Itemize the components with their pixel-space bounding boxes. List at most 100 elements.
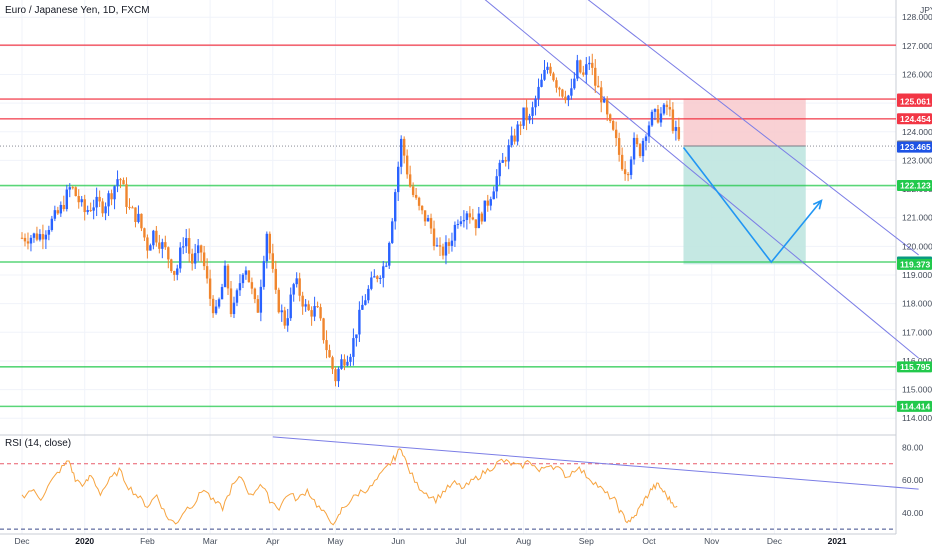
candle-body	[89, 210, 92, 212]
projection-path[interactable]	[682, 147, 823, 264]
candle-body	[274, 268, 277, 290]
candle-body	[128, 206, 131, 208]
candle-body	[662, 104, 666, 114]
candle-body	[519, 124, 522, 126]
candle-body	[492, 191, 495, 200]
candle-body	[626, 174, 630, 176]
candle-body	[531, 107, 534, 116]
time-tick-label: Aug	[516, 536, 531, 546]
candle-body	[555, 80, 558, 88]
channel-lower-line[interactable]	[392, 0, 919, 359]
rsi-line	[21, 448, 678, 526]
candle-body	[632, 137, 636, 160]
candles-layer	[20, 53, 681, 388]
candle-body	[614, 129, 618, 139]
candle-body	[537, 86, 540, 99]
candle-body	[301, 295, 304, 307]
candle-body	[244, 270, 248, 275]
price-tick-label: 121.000	[902, 213, 932, 223]
candle-body	[190, 253, 194, 264]
price-tag	[897, 113, 932, 125]
candle-body	[462, 219, 466, 222]
candle-body	[188, 238, 191, 254]
candle-body	[671, 109, 675, 131]
currency-label: JPY	[920, 5, 932, 15]
candle-body	[229, 288, 233, 315]
candle-body	[528, 115, 531, 121]
candle-body	[399, 138, 403, 167]
price-tick-label: 126.000	[902, 69, 932, 79]
candle-body	[468, 213, 472, 218]
candle-body	[620, 154, 624, 170]
channel-layer[interactable]	[392, 0, 919, 359]
candle-body	[235, 290, 239, 303]
candle-body	[331, 357, 334, 370]
candle-body	[280, 310, 283, 313]
candle-body	[38, 234, 42, 240]
time-tick-label: Sep	[579, 536, 594, 546]
candle-body	[456, 224, 460, 226]
price-tag-label: 119.373	[900, 259, 931, 269]
candle-body	[307, 304, 310, 311]
candle-body	[411, 186, 415, 195]
candle-body	[489, 199, 492, 206]
candle-body	[447, 242, 451, 246]
candle-body	[155, 230, 158, 243]
candle-body	[149, 245, 152, 251]
candle-body	[388, 242, 391, 266]
price-tick-label: 118.000	[902, 299, 932, 309]
rsi-label: RSI (14, close)	[5, 438, 71, 449]
candle-body	[638, 144, 642, 157]
candle-body	[444, 242, 448, 256]
chart-title: Euro / Japanese Yen, 1D, FXCM	[5, 5, 150, 16]
candle-body	[579, 60, 582, 73]
candle-body	[343, 359, 346, 366]
stop-loss-zone[interactable]	[683, 99, 806, 147]
time-tick-label: Dec	[767, 536, 783, 546]
take-profit-zone[interactable]	[683, 146, 806, 265]
candle-body	[208, 278, 212, 299]
rsi-trendline[interactable]	[272, 436, 919, 490]
rsi-layer	[0, 436, 919, 530]
price-tick-label: 114.000	[902, 413, 932, 423]
channel-upper-line[interactable]	[392, 0, 919, 256]
time-tick-label: May	[327, 536, 344, 546]
candle-body	[516, 124, 519, 142]
candle-body	[582, 72, 585, 75]
candle-body	[549, 66, 552, 74]
time-tick-label: 2021	[828, 536, 847, 546]
candle-body	[140, 213, 143, 229]
candle-body	[152, 230, 155, 246]
candle-body	[116, 179, 119, 187]
candle-body	[585, 64, 588, 75]
candle-body	[540, 79, 543, 87]
candle-body	[597, 85, 600, 88]
candle-body	[310, 310, 313, 317]
candle-body	[414, 194, 418, 198]
candle-body	[558, 87, 561, 90]
candle-body	[453, 224, 457, 241]
candle-body	[647, 125, 651, 137]
candle-body	[74, 187, 77, 197]
candle-body	[495, 176, 498, 192]
candle-body	[498, 162, 501, 177]
candle-body	[617, 138, 621, 155]
candle-body	[361, 304, 364, 310]
candle-body	[146, 237, 149, 251]
candle-body	[459, 221, 463, 225]
candle-body	[650, 111, 654, 126]
price-tick-label: 127.000	[902, 41, 932, 51]
price-tag	[897, 95, 932, 107]
candle-body	[295, 278, 298, 285]
candle-body	[600, 87, 603, 103]
candle-body	[522, 107, 525, 126]
candle-body	[122, 180, 125, 185]
candle-body	[41, 234, 45, 240]
candle-body	[62, 204, 65, 210]
candle-body	[226, 265, 230, 289]
zones-layer	[683, 99, 806, 265]
candle-body	[262, 261, 266, 287]
candle-body	[185, 238, 188, 247]
candle-body	[286, 318, 289, 326]
projection-layer[interactable]	[682, 147, 823, 264]
